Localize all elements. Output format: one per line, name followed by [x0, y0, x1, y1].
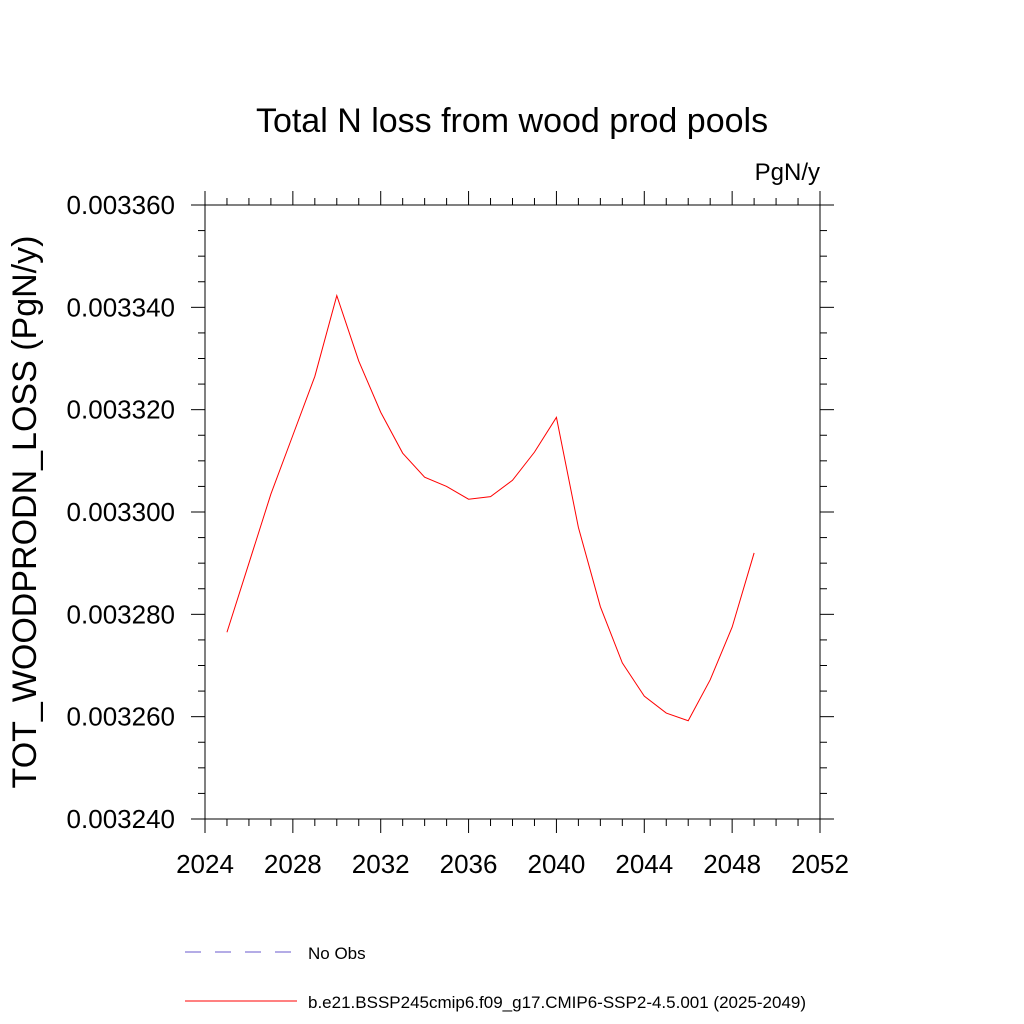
y-tick-label: 0.003280 [67, 599, 175, 629]
x-tick-label: 2028 [264, 849, 322, 879]
x-tick-label: 2052 [791, 849, 849, 879]
x-tick-label: 2024 [176, 849, 234, 879]
x-tick-label: 2048 [703, 849, 761, 879]
x-tick-label: 2040 [528, 849, 586, 879]
plot-frame [204, 204, 821, 820]
legend-label-no-obs: No Obs [308, 944, 366, 963]
y-tick-label: 0.003300 [67, 497, 175, 527]
plot-border [204, 204, 821, 820]
y-tick-label: 0.003340 [67, 292, 175, 322]
x-tick-label: 2032 [352, 849, 410, 879]
series-line [226, 293, 755, 722]
y-axis-label: TOT_WOODPRODN_LOSS (PgN/y) [6, 236, 44, 789]
y-tick-label: 0.003240 [67, 804, 175, 834]
units-label: PgN/y [755, 159, 820, 186]
series-group [226, 293, 755, 722]
chart-title: Total N loss from wood prod pools [256, 102, 768, 140]
x-tick-label: 2044 [615, 849, 673, 879]
y-tick-label: 0.003260 [67, 702, 175, 732]
legend-label-series: b.e21.BSSP245cmip6.f09_g17.CMIP6-SSP2-4.… [308, 993, 806, 1012]
y-tick-label: 0.003320 [67, 395, 175, 425]
x-tick-label: 2036 [440, 849, 498, 879]
axis-ticks: 2024 2028 2032 2036 2040 2044 2048 2052 0.003240… [67, 190, 849, 879]
legend: No Obs b.e21.BSSP245cmip6.f09_g17.CMIP6-… [185, 944, 806, 1012]
y-tick-label: 0.003360 [67, 190, 175, 220]
